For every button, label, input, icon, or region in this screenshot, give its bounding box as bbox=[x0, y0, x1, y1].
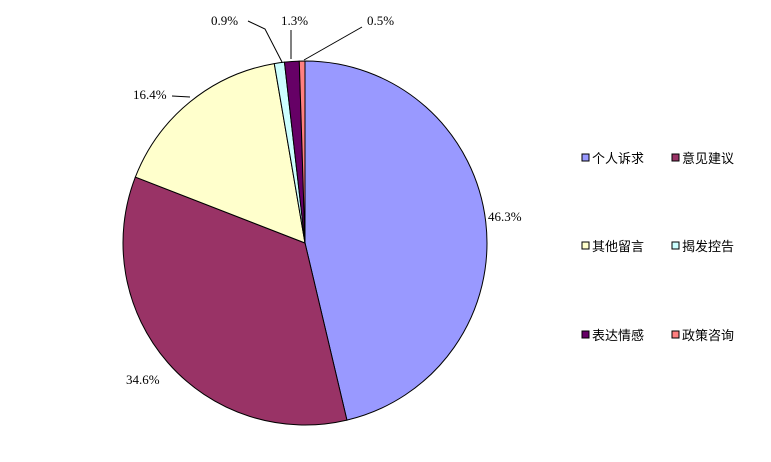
legend-label-1: 个人诉求 bbox=[592, 152, 644, 167]
data-label-3: 16.4% bbox=[133, 87, 167, 102]
legend-label-2: 意见建议 bbox=[682, 151, 734, 167]
leader-line-4 bbox=[247, 20, 283, 63]
data-label-2: 34.6% bbox=[126, 372, 160, 387]
data-label-5: 1.3% bbox=[281, 13, 308, 28]
legend-label-3: 其他留言 bbox=[592, 240, 644, 255]
legend-label-4: 揭发控告 bbox=[682, 239, 734, 255]
data-labels: 46.3% 34.6% 16.4% 0.9% 1.3% 0.5% bbox=[126, 13, 522, 387]
legend-swatch-6 bbox=[671, 330, 680, 339]
legend-swatch-2 bbox=[671, 153, 680, 162]
data-label-6: 0.5% bbox=[367, 13, 394, 28]
pie-slice-1 bbox=[304, 60, 488, 421]
leader-line-3 bbox=[171, 95, 191, 98]
legend-swatch-3 bbox=[581, 241, 590, 250]
leader-line-6 bbox=[303, 26, 363, 61]
leader-lines bbox=[171, 20, 363, 98]
legend-swatch-4 bbox=[671, 241, 680, 250]
pie-slice-3 bbox=[134, 63, 306, 244]
legend-label-5: 表达情感 bbox=[592, 328, 644, 344]
legend-swatch-5 bbox=[581, 330, 590, 339]
data-label-4: 0.9% bbox=[211, 13, 238, 28]
pie-slice-6 bbox=[298, 60, 306, 244]
pie-slice-2 bbox=[122, 176, 348, 426]
legend-swatch-1 bbox=[581, 153, 590, 162]
pie-slices bbox=[122, 60, 488, 426]
legend-label-6: 政策咨询 bbox=[682, 328, 734, 344]
data-label-1: 46.3% bbox=[488, 209, 522, 224]
